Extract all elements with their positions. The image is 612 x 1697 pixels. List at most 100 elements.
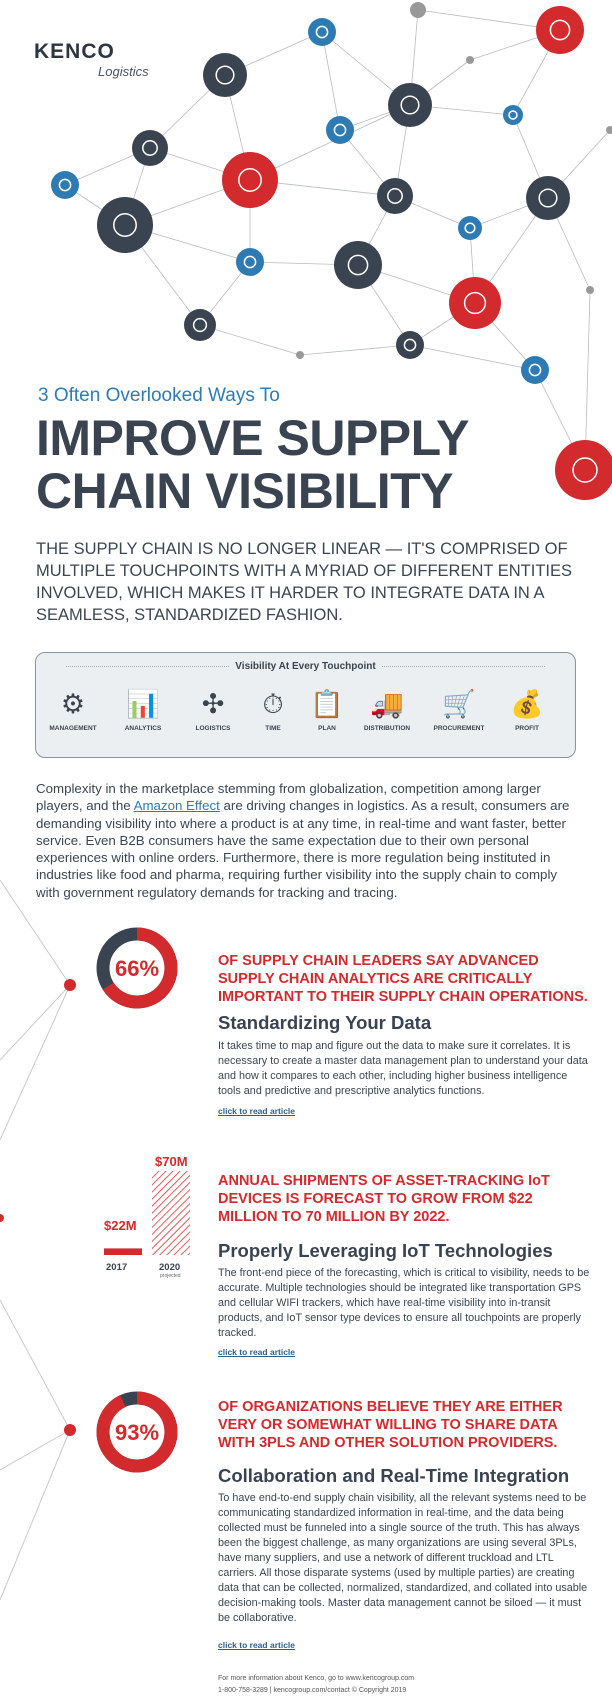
node-icon	[400, 95, 420, 115]
network-node	[132, 130, 168, 166]
section3-read-link[interactable]: click to read article	[218, 1640, 296, 1650]
touchpoint-management: ⚙ MANAGEMENT	[40, 683, 106, 732]
section1-read-link[interactable]: click to read article	[218, 1106, 296, 1116]
stopwatch-icon: ⏱	[262, 689, 284, 719]
network-node	[326, 116, 354, 144]
node-icon	[238, 168, 262, 192]
body-paragraph: Complexity in the marketplace stemming f…	[36, 781, 570, 900]
cart-icon: 🛒	[442, 689, 476, 719]
bar-2020-value: $70M	[155, 1154, 188, 1169]
node-icon	[215, 65, 235, 85]
network-node	[410, 2, 426, 18]
network-node	[503, 105, 523, 125]
donut-label: 93%	[115, 1420, 159, 1445]
intro-text: THE SUPPLY CHAIN IS NO LONGER LINEAR — I…	[36, 540, 573, 624]
network-edge	[584, 289, 591, 471]
network-node	[184, 309, 216, 341]
network-node	[203, 53, 247, 97]
clipboard-icon: 📋	[310, 689, 344, 719]
analytics-icon: 📊	[126, 689, 160, 719]
network-node	[51, 171, 79, 199]
logo-tagline: Logistics	[98, 64, 149, 79]
section2-headline: ANNUAL SHIPMENTS OF ASSET-TRACKING IoT D…	[218, 1173, 550, 1225]
network-node	[396, 331, 424, 359]
node-icon	[333, 123, 347, 137]
touchpoint-profit: 💰 PROFIT	[494, 683, 560, 732]
donut-label: 66%	[115, 956, 159, 981]
node-icon	[243, 255, 257, 269]
decor-node	[0, 1214, 4, 1222]
subtitle: 3 Often Overlooked Ways To	[38, 385, 280, 406]
network-edge	[199, 324, 301, 356]
node-icon	[538, 188, 558, 208]
node-icon	[528, 363, 542, 377]
network-node	[586, 286, 594, 294]
donut-fill	[96, 1391, 178, 1473]
decor-node	[64, 979, 76, 991]
section2-read-link[interactable]: click to read article	[218, 1347, 296, 1357]
network-node	[97, 197, 153, 253]
network-edge	[409, 344, 536, 371]
decor-line	[0, 1429, 71, 1471]
section1-title: Standardizing Your Data	[218, 1012, 432, 1033]
node-icon	[58, 178, 72, 192]
network-node	[526, 176, 570, 220]
page-title: IMPROVE SUPPLY CHAIN VISIBILITY	[36, 410, 469, 519]
section2-title: Properly Leveraging IoT Technologies	[218, 1240, 553, 1261]
network-node	[236, 248, 264, 276]
bar-2017-value: $22M	[104, 1218, 137, 1233]
node-icon	[403, 338, 417, 352]
node-icon	[347, 254, 369, 276]
network-node	[458, 216, 482, 240]
section3-title: Collaboration and Real-Time Integration	[218, 1465, 570, 1486]
network-node	[222, 152, 278, 208]
logo-brand: KENCO	[34, 40, 115, 63]
decor-line	[0, 984, 71, 1141]
node-icon	[142, 140, 158, 156]
network-node	[308, 18, 336, 46]
decor-node	[64, 1424, 76, 1436]
network-edge	[321, 31, 341, 131]
node-icon	[572, 457, 598, 483]
network-node	[555, 440, 612, 500]
touchpoints-title: Visibility At Every Touchpoint	[229, 661, 382, 672]
node-icon	[315, 25, 329, 39]
amazon-effect-link[interactable]: Amazon Effect	[133, 798, 220, 814]
touchpoint-logistics: ✣ LOGISTICS	[180, 683, 246, 732]
network-node	[606, 126, 612, 134]
section3-body: To have end-to-end supply chain visibili…	[218, 1492, 588, 1624]
bar-2017	[104, 1248, 142, 1255]
bar-2020	[152, 1171, 190, 1255]
donut-fill	[96, 927, 178, 1009]
node-icon	[549, 19, 571, 41]
network-node	[521, 356, 549, 384]
network-node	[536, 6, 584, 54]
section1-body: It takes time to map and figure out the …	[218, 1040, 588, 1097]
touchpoint-plan: 📋 PLAN	[294, 683, 360, 732]
touchpoint-procurement: 🛒 PROCUREMENT	[426, 683, 492, 732]
network-node	[449, 277, 501, 329]
network-node	[296, 351, 304, 359]
kenco-logo: KENCO Logistics	[34, 40, 149, 79]
bar-2017-year: 2017	[106, 1262, 128, 1273]
node-icon	[464, 222, 476, 234]
network-node	[334, 241, 382, 289]
node-icon	[113, 213, 137, 237]
node-icon	[192, 317, 208, 333]
bar-2020-year: 2020	[159, 1262, 181, 1273]
network-icon: ✣	[201, 689, 225, 719]
node-icon	[508, 110, 518, 120]
node-icon	[387, 188, 403, 204]
network-node	[466, 56, 474, 64]
touchpoint-distribution: 🚚 DISTRIBUTION	[354, 683, 420, 732]
decor-line	[0, 879, 71, 1061]
network-edge	[249, 104, 411, 181]
gear-people-icon: ⚙	[60, 689, 86, 719]
network-edge	[299, 344, 411, 356]
money-bag-icon: 💰	[510, 689, 544, 719]
touchpoint-time: ⏱ TIME	[240, 683, 306, 732]
truck-icon: 🚚	[370, 689, 404, 719]
section3-headline: OF ORGANIZATIONS BELIEVE THEY ARE EITHER…	[218, 1399, 563, 1451]
section2-body: The front-end piece of the forecasting, …	[218, 1267, 590, 1339]
network-node	[388, 83, 432, 127]
